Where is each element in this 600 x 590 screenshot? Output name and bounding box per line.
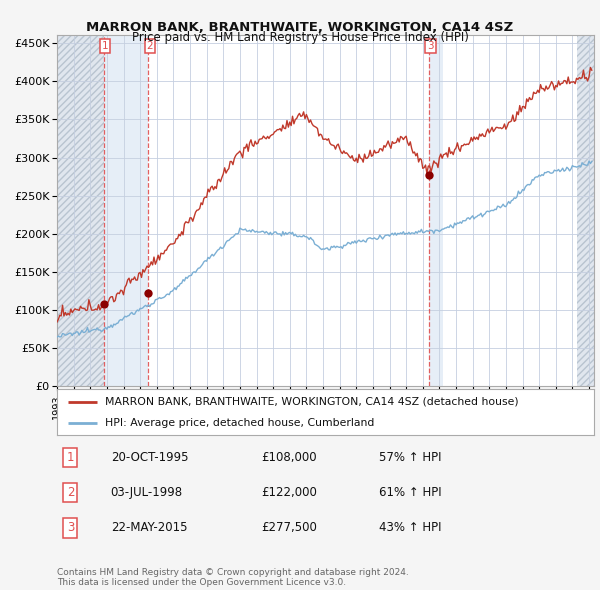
Text: £277,500: £277,500 <box>261 521 317 534</box>
Bar <box>429 35 443 386</box>
Text: 2: 2 <box>67 486 74 499</box>
Bar <box>577 35 594 386</box>
Bar <box>57 35 104 386</box>
Text: 1: 1 <box>102 41 109 51</box>
Text: 57% ↑ HPI: 57% ↑ HPI <box>379 451 442 464</box>
Text: 3: 3 <box>67 521 74 534</box>
Text: £122,000: £122,000 <box>261 486 317 499</box>
Text: Contains HM Land Registry data © Crown copyright and database right 2024.
This d: Contains HM Land Registry data © Crown c… <box>57 568 409 587</box>
Text: 43% ↑ HPI: 43% ↑ HPI <box>379 521 442 534</box>
Text: Price paid vs. HM Land Registry's House Price Index (HPI): Price paid vs. HM Land Registry's House … <box>131 31 469 44</box>
Text: 3: 3 <box>427 41 434 51</box>
Text: MARRON BANK, BRANTHWAITE, WORKINGTON, CA14 4SZ (detached house): MARRON BANK, BRANTHWAITE, WORKINGTON, CA… <box>106 397 519 407</box>
Text: 20-OCT-1995: 20-OCT-1995 <box>111 451 188 464</box>
Text: 03-JUL-1998: 03-JUL-1998 <box>111 486 183 499</box>
Text: 1: 1 <box>67 451 74 464</box>
Text: £108,000: £108,000 <box>261 451 317 464</box>
Text: 61% ↑ HPI: 61% ↑ HPI <box>379 486 442 499</box>
Text: 22-MAY-2015: 22-MAY-2015 <box>111 521 187 534</box>
Text: MARRON BANK, BRANTHWAITE, WORKINGTON, CA14 4SZ: MARRON BANK, BRANTHWAITE, WORKINGTON, CA… <box>86 21 514 34</box>
Text: 2: 2 <box>146 41 153 51</box>
Bar <box>104 35 148 386</box>
Text: HPI: Average price, detached house, Cumberland: HPI: Average price, detached house, Cumb… <box>106 418 375 428</box>
